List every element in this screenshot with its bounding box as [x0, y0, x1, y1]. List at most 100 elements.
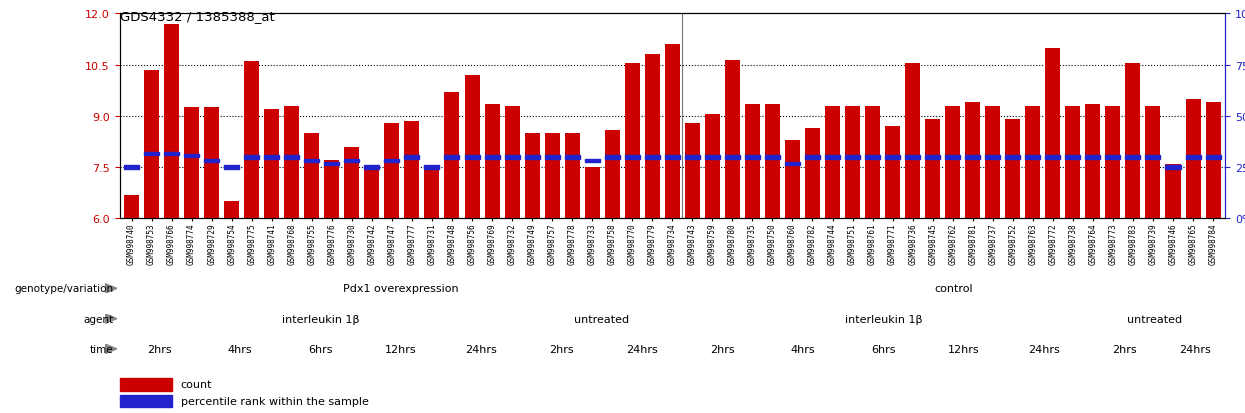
Text: interleukin 1β: interleukin 1β	[844, 314, 923, 324]
Bar	[1205, 156, 1220, 159]
Bar	[565, 134, 580, 219]
Bar	[1125, 156, 1140, 159]
Bar	[124, 195, 139, 219]
Bar	[685, 123, 700, 219]
Bar	[945, 107, 960, 219]
Bar	[784, 140, 801, 219]
Bar	[825, 156, 840, 159]
Bar	[705, 115, 720, 219]
Bar	[985, 107, 1000, 219]
Bar	[764, 105, 779, 219]
Bar	[1205, 103, 1220, 219]
Text: count: count	[181, 380, 212, 389]
Bar	[324, 161, 340, 219]
Text: time: time	[90, 344, 113, 354]
Bar	[585, 168, 600, 219]
Bar	[645, 55, 660, 219]
Bar	[405, 122, 420, 219]
Bar	[284, 107, 299, 219]
Bar	[925, 120, 940, 219]
Text: 2hrs: 2hrs	[549, 344, 574, 354]
Text: 24hrs: 24hrs	[626, 344, 659, 354]
Bar	[806, 156, 820, 159]
Bar	[1185, 100, 1200, 219]
Bar	[164, 25, 179, 219]
Bar	[945, 156, 960, 159]
Bar	[224, 166, 239, 169]
Text: 4hrs: 4hrs	[228, 344, 253, 354]
Bar	[665, 45, 680, 219]
Bar	[1165, 166, 1180, 169]
Bar	[244, 62, 259, 219]
Bar	[625, 64, 640, 219]
Bar	[444, 156, 459, 159]
Bar	[1086, 156, 1101, 159]
Text: 12hrs: 12hrs	[385, 344, 417, 354]
Text: 24hrs: 24hrs	[1028, 344, 1059, 354]
Bar	[184, 154, 199, 158]
Bar	[1106, 156, 1120, 159]
Bar	[304, 159, 319, 163]
Bar	[784, 163, 801, 166]
Bar	[965, 103, 980, 219]
Bar	[1005, 120, 1021, 219]
Text: 6hrs: 6hrs	[309, 344, 332, 354]
Bar	[184, 108, 199, 219]
Bar	[1086, 105, 1101, 219]
Bar	[120, 378, 172, 391]
Bar	[1066, 156, 1081, 159]
Bar	[865, 107, 880, 219]
Bar	[745, 105, 759, 219]
Bar	[544, 134, 560, 219]
Bar	[1106, 107, 1120, 219]
Bar	[845, 156, 860, 159]
Bar	[905, 64, 920, 219]
Polygon shape	[105, 284, 117, 294]
Text: 24hrs: 24hrs	[1179, 344, 1211, 354]
Bar	[1145, 107, 1160, 219]
Text: untreated: untreated	[1127, 314, 1183, 324]
Bar	[524, 134, 539, 219]
Bar	[124, 166, 139, 169]
Bar	[925, 156, 940, 159]
Bar	[1066, 107, 1081, 219]
Bar	[764, 156, 779, 159]
Bar	[304, 134, 319, 219]
Text: agent: agent	[83, 314, 113, 324]
Bar	[365, 166, 380, 169]
Bar	[1026, 156, 1041, 159]
Bar	[965, 156, 980, 159]
Bar	[120, 395, 172, 407]
Bar	[885, 127, 900, 219]
Text: Pdx1 overexpression: Pdx1 overexpression	[344, 284, 458, 294]
Bar	[605, 131, 620, 219]
Bar	[645, 156, 660, 159]
Text: genotype/variation: genotype/variation	[14, 284, 113, 294]
Bar	[345, 159, 360, 163]
Bar	[745, 156, 759, 159]
Bar	[405, 156, 420, 159]
Bar	[544, 156, 560, 159]
Bar	[244, 156, 259, 159]
Bar	[444, 93, 459, 219]
Bar	[385, 159, 400, 163]
Bar	[264, 110, 279, 219]
Bar	[1046, 49, 1061, 219]
Text: control: control	[935, 284, 974, 294]
Bar	[464, 76, 479, 219]
Text: 12hrs: 12hrs	[947, 344, 980, 354]
Bar	[565, 156, 580, 159]
Bar	[464, 156, 479, 159]
Bar	[1125, 64, 1140, 219]
Bar	[1165, 164, 1180, 219]
Polygon shape	[105, 344, 117, 354]
Text: percentile rank within the sample: percentile rank within the sample	[181, 396, 369, 406]
Bar	[1046, 156, 1061, 159]
Text: 24hrs: 24hrs	[466, 344, 497, 354]
Bar	[1185, 156, 1200, 159]
Bar	[585, 159, 600, 163]
Bar	[204, 108, 219, 219]
Bar	[425, 168, 439, 219]
Text: 2hrs: 2hrs	[1112, 344, 1137, 354]
Bar	[725, 156, 740, 159]
